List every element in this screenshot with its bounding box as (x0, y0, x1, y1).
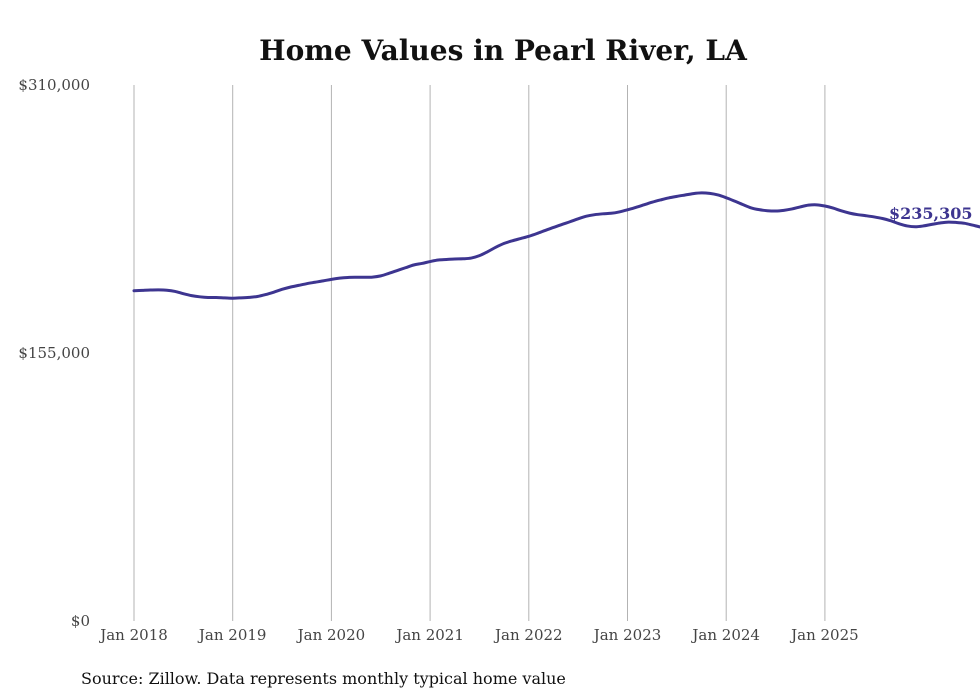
y-tick-label: $310,000 (18, 76, 90, 94)
x-tick-label: Jan 2018 (98, 626, 168, 644)
x-tick-label: Jan 2022 (493, 626, 563, 644)
home-value-line (132, 191, 980, 300)
gridlines (133, 85, 826, 621)
chart-title: Home Values in Pearl River, LA (259, 34, 748, 67)
x-tick-label: Jan 2020 (296, 626, 366, 644)
plot-area (132, 191, 980, 300)
y-axis: $0 $155,000 $310,000 (18, 76, 90, 630)
x-tick-label: Jan 2025 (789, 626, 859, 644)
x-axis: Jan 2018 Jan 2019 Jan 2020 Jan 2021 Jan 2022… (98, 626, 858, 644)
x-tick-label: Jan 2021 (394, 626, 464, 644)
end-value-label: $235,305 (889, 204, 973, 223)
x-tick-label: Jan 2023 (592, 626, 662, 644)
x-tick-label: Jan 2019 (197, 626, 267, 644)
y-tick-label: $0 (71, 612, 90, 630)
y-tick-label: $155,000 (18, 344, 90, 362)
source-note: Source: Zillow. Data represents monthly … (81, 669, 566, 688)
x-tick-label: Jan 2024 (690, 626, 760, 644)
